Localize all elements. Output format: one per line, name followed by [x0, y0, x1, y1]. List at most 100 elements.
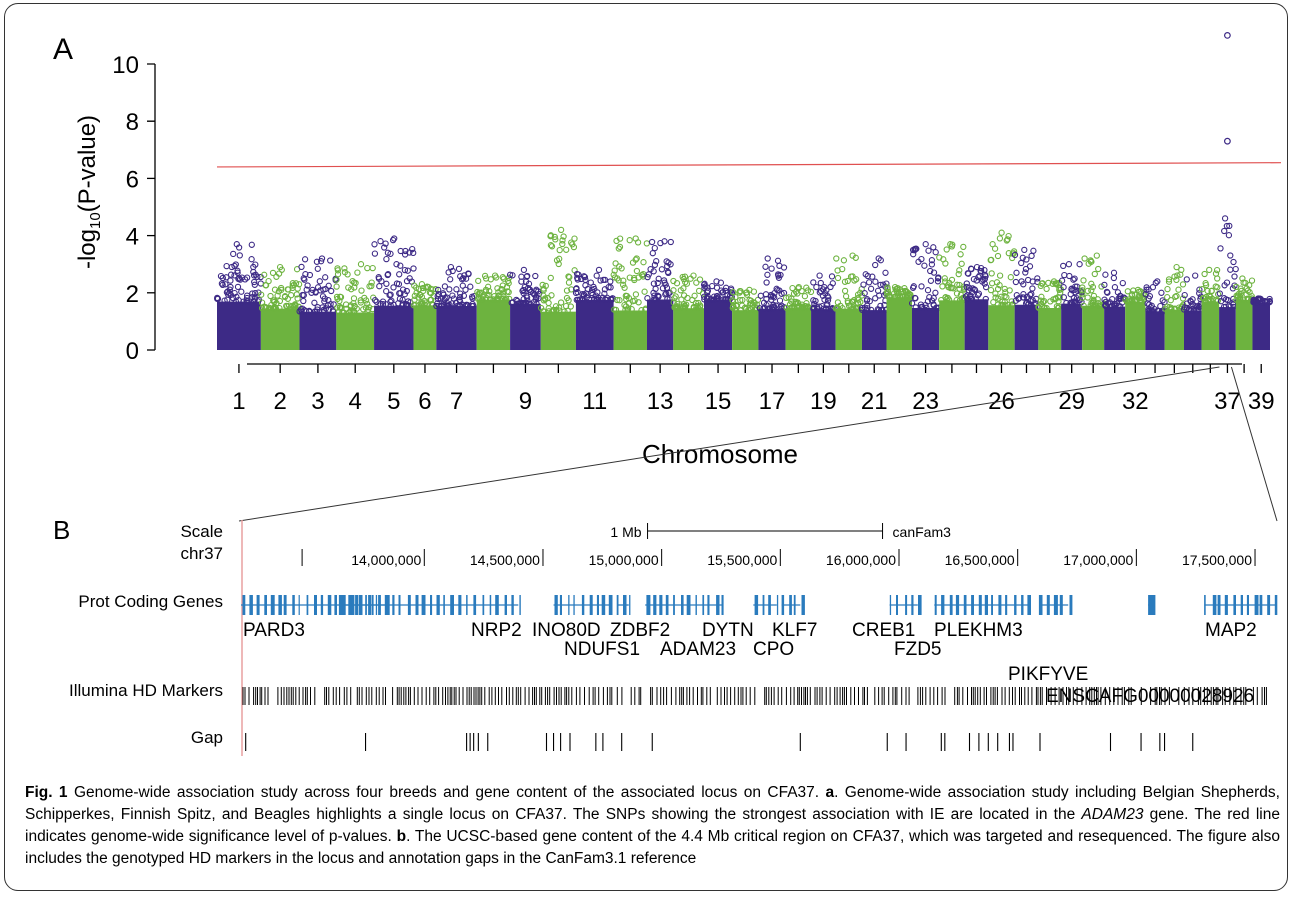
snp-point	[794, 290, 801, 297]
gene-track-label: Prot Coding Genes	[78, 592, 223, 611]
snp-point	[911, 294, 919, 302]
snp-point	[1262, 299, 1269, 306]
snp-point	[362, 297, 370, 304]
gene-exon	[998, 595, 1002, 615]
significance-threshold-line	[216, 162, 1282, 168]
gene-exon	[768, 595, 771, 615]
snp-point	[1221, 227, 1228, 235]
gene-exon	[702, 595, 705, 615]
snp-point	[1034, 275, 1041, 282]
gene-exon	[559, 595, 562, 615]
snp-point	[1079, 291, 1086, 298]
snp-point	[494, 285, 501, 292]
snp-point	[737, 297, 744, 304]
snp-point	[829, 280, 836, 287]
x-tick-label-7: 7	[450, 388, 463, 415]
snp-point	[757, 292, 764, 299]
snp-point	[238, 288, 245, 295]
snp-point	[597, 277, 604, 284]
coord-label-4: 16,000,000	[826, 552, 896, 568]
gene-label-zdbf2: ZDBF2	[610, 620, 670, 641]
chromosome-8-dense-block	[476, 299, 511, 350]
gene-exon	[348, 595, 352, 615]
snp-point	[322, 274, 329, 281]
snp-point	[860, 281, 867, 288]
snp-point	[457, 290, 464, 297]
gene-exon	[283, 595, 287, 615]
snp-point	[602, 296, 609, 303]
snp-point	[273, 273, 280, 280]
snp-point	[787, 304, 794, 312]
x-tick-label-4: 4	[349, 388, 362, 415]
snp-point	[327, 300, 334, 308]
chromosome-36-dense-block	[1201, 301, 1220, 350]
gene-exon	[581, 595, 585, 615]
snp-point	[880, 281, 887, 288]
gene-exon	[256, 595, 260, 615]
caption-text-1: Genome-wide association study across fou…	[67, 784, 826, 801]
snp-point	[768, 296, 775, 303]
snp-point	[580, 293, 587, 300]
panel-b: B Scale chr37 Prot Coding Genes Illumina…	[53, 515, 1278, 756]
chromosome-6-peak-point	[418, 281, 426, 288]
snp-point	[817, 279, 824, 287]
snp-point	[533, 300, 540, 307]
snp-point	[573, 296, 580, 304]
snp-point	[626, 237, 633, 244]
gene-exon	[1005, 595, 1008, 615]
snp-point	[990, 299, 997, 306]
chromosome-29-points	[1058, 261, 1085, 350]
snp-point	[736, 289, 743, 296]
scale-bar-text: 1 Mb	[610, 524, 641, 540]
snp-point	[927, 267, 934, 275]
chromosome-29-peak-point	[1065, 261, 1073, 268]
snp-point	[713, 292, 721, 300]
snp-point	[612, 260, 619, 267]
snp-point	[887, 293, 894, 300]
gene-exon	[1014, 595, 1017, 615]
snp-point	[628, 306, 635, 313]
snp-point	[927, 277, 935, 284]
snp-point	[862, 271, 869, 278]
snp-point	[350, 295, 358, 302]
chromosome-9-peak-point	[520, 266, 528, 274]
chromosome-14-points	[670, 272, 707, 350]
x-tick-label-29: 29	[1058, 388, 1085, 415]
snp-point	[777, 271, 784, 279]
snp-point	[571, 235, 578, 242]
snp-point	[674, 303, 681, 310]
snp-point	[397, 262, 404, 269]
snp-point	[841, 278, 849, 285]
snp-point	[572, 289, 580, 297]
chromosome-22-peak-point	[891, 283, 899, 291]
snp-point	[1038, 280, 1045, 287]
chromosome-19-peak-point	[816, 272, 823, 279]
snp-point	[459, 301, 466, 309]
snp-point	[427, 285, 435, 293]
x-tick-label-13: 13	[647, 388, 674, 415]
gene-exon	[707, 595, 710, 615]
snp-point	[1035, 304, 1042, 311]
snp-point	[1194, 303, 1201, 310]
gene-label-map2: MAP2	[1205, 620, 1257, 641]
snp-point	[948, 284, 955, 291]
x-tick-label-5: 5	[387, 388, 400, 415]
snp-point	[643, 240, 650, 247]
snp-point	[1022, 269, 1029, 276]
chromosome-17-peak-point	[764, 255, 771, 262]
snp-point	[1208, 287, 1215, 294]
snp-point	[988, 256, 995, 264]
snp-point	[525, 280, 533, 287]
chromosome-19-points	[810, 272, 838, 350]
snp-point	[611, 306, 618, 313]
snp-point	[1019, 254, 1026, 261]
snp-point	[347, 303, 354, 310]
snp-point	[671, 304, 678, 311]
snp-point	[390, 301, 397, 308]
snp-point	[946, 279, 953, 287]
snp-point	[621, 284, 628, 291]
snp-point	[447, 276, 454, 283]
snp-point	[593, 272, 600, 279]
x-tick-label-11: 11	[582, 388, 607, 415]
snp-point	[565, 297, 572, 304]
